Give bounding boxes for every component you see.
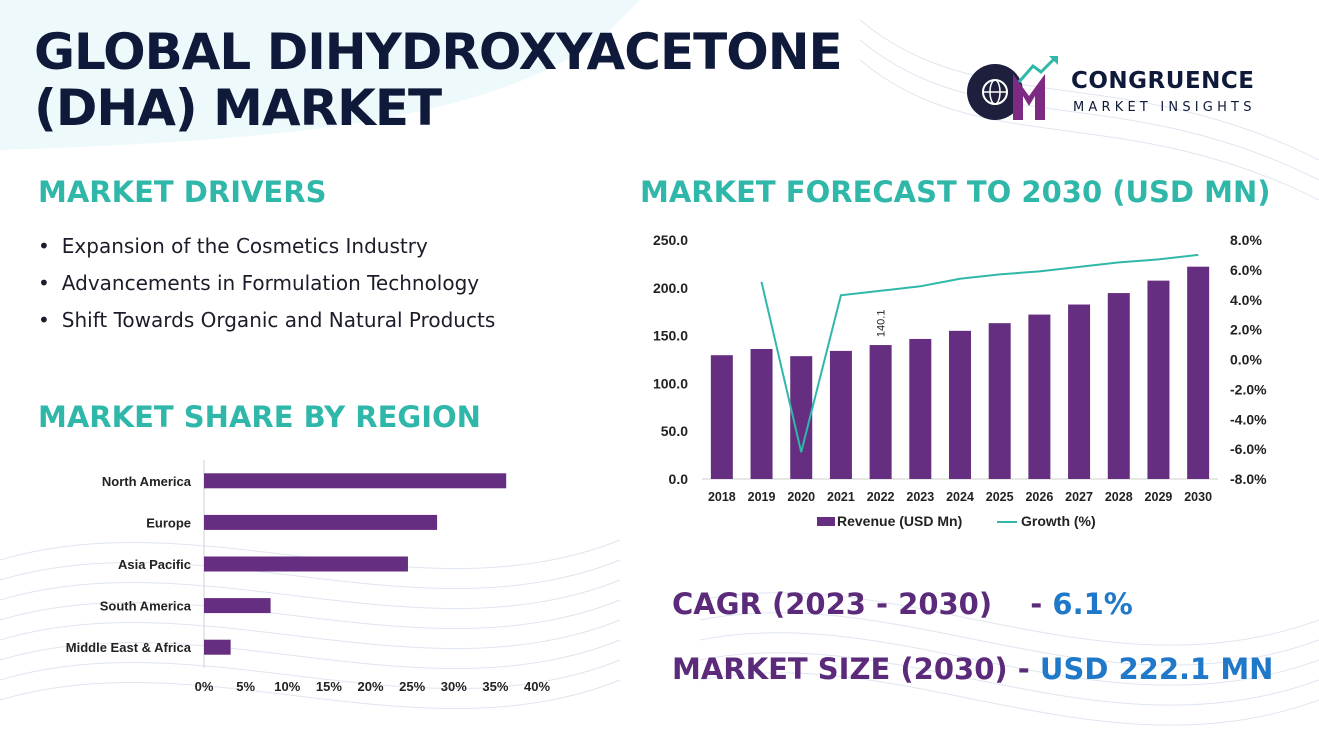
region-x-tick-label: 15% (316, 679, 342, 694)
driver-item: Advancements in Formulation Technology (38, 269, 495, 306)
year-tick-label: 2019 (748, 490, 776, 504)
revenue-bar (1187, 266, 1210, 479)
year-tick-label: 2025 (986, 490, 1014, 504)
company-logo: CONGRUENCE MARKET INSIGHTS (963, 52, 1293, 124)
right-y-tick-label: 6.0% (1230, 262, 1262, 278)
revenue-bar (909, 338, 932, 479)
market-size-label: MARKET SIZE (2030) (672, 652, 1008, 686)
year-tick-label: 2027 (1065, 490, 1093, 504)
revenue-bar (988, 323, 1011, 479)
page-title-line2: (DHA) MARKET (34, 79, 442, 137)
region-x-tick-label: 40% (524, 679, 550, 694)
region-category-label: Europe (146, 515, 191, 530)
region-bar (204, 639, 231, 655)
region-bar (204, 514, 438, 530)
revenue-bar (949, 330, 971, 479)
growth-line (760, 253, 1199, 453)
logo-name: CONGRUENCE (1071, 68, 1255, 94)
drivers-heading: MARKET DRIVERS (38, 175, 327, 209)
right-y-tick-label: 4.0% (1230, 292, 1262, 308)
region-bar (204, 556, 408, 572)
market-size-separator: - (1017, 652, 1030, 686)
right-y-tick-label: 0.0% (1230, 352, 1262, 368)
legend-revenue-label: Revenue (USD Mn) (837, 513, 962, 529)
year-tick-label: 2018 (708, 490, 736, 504)
forecast-heading: MARKET FORECAST TO 2030 (USD MN) (640, 175, 1271, 209)
revenue-bar (750, 348, 773, 479)
driver-item: Shift Towards Organic and Natural Produc… (38, 306, 495, 343)
right-y-tick-label: -4.0% (1230, 411, 1267, 427)
page-title-line1: GLOBAL DIHYDROXYACETONE (34, 23, 843, 81)
right-y-tick-label: -6.0% (1230, 441, 1267, 457)
region-x-tick-label: 25% (399, 679, 425, 694)
market-size-stat: MARKET SIZE (2030) - USD 222.1 MN (672, 652, 1273, 686)
year-tick-label: 2024 (946, 490, 974, 504)
region-heading: MARKET SHARE BY REGION (38, 400, 481, 434)
market-size-value: USD 222.1 MN (1039, 652, 1274, 686)
left-y-tick-label: 0.0 (669, 471, 689, 487)
right-y-tick-label: 2.0% (1230, 322, 1262, 338)
region-x-tick-label: 30% (441, 679, 467, 694)
cagr-value: 6.1% (1052, 587, 1133, 621)
revenue-bar (1147, 280, 1170, 479)
year-tick-label: 2026 (1025, 490, 1053, 504)
revenue-bar (790, 356, 813, 479)
region-x-tick-label: 35% (482, 679, 508, 694)
revenue-data-label: 140.1 (876, 310, 888, 338)
driver-item: Expansion of the Cosmetics Industry (38, 232, 495, 269)
region-category-label: Middle East & Africa (66, 640, 192, 655)
cmi-globe-logo-icon (967, 56, 1058, 120)
region-x-tick-label: 20% (357, 679, 383, 694)
region-category-label: South America (100, 599, 192, 614)
region-bar (204, 473, 507, 489)
year-tick-label: 2030 (1184, 490, 1212, 504)
revenue-bar (1107, 293, 1130, 479)
left-y-tick-label: 150.0 (653, 328, 688, 344)
legend-revenue-swatch (817, 517, 835, 526)
left-y-tick-label: 200.0 (653, 280, 688, 296)
revenue-bar (1068, 304, 1091, 479)
right-y-tick-label: -2.0% (1230, 381, 1267, 397)
region-x-tick-label: 0% (195, 679, 214, 694)
revenue-bar (710, 355, 733, 479)
left-y-tick-label: 100.0 (653, 375, 688, 391)
cagr-label: CAGR (2023 - 2030) (672, 587, 993, 621)
left-y-tick-label: 250.0 (653, 232, 688, 248)
year-tick-label: 2020 (787, 490, 815, 504)
logo-subtitle: MARKET INSIGHTS (1073, 100, 1256, 115)
forecast-chart: 140.1 0.0 50.0 100.0 150.0 200.0 250.0 -8.0% -6.… (653, 232, 1267, 529)
left-y-tick-label: 50.0 (661, 423, 688, 439)
year-tick-label: 2021 (827, 490, 855, 504)
drivers-list: Expansion of the Cosmetics Industry Adva… (38, 232, 495, 343)
year-tick-label: 2028 (1105, 490, 1133, 504)
right-y-tick-label: 8.0% (1230, 232, 1262, 248)
revenue-bar (1028, 314, 1051, 479)
revenue-bar (869, 345, 892, 479)
region-x-tick-label: 5% (236, 679, 255, 694)
year-tick-label: 2029 (1145, 490, 1173, 504)
right-y-tick-label: -8.0% (1230, 471, 1267, 487)
region-category-label: Asia Pacific (118, 557, 191, 572)
revenue-bar (829, 350, 852, 479)
page-title: GLOBAL DIHYDROXYACETONE (DHA) MARKET (34, 23, 843, 137)
year-tick-label: 2023 (906, 490, 934, 504)
cagr-stat: CAGR (2023 - 2030) - 6.1% (672, 587, 1133, 621)
cagr-separator: - (1030, 587, 1043, 621)
year-tick-label: 2022 (867, 490, 895, 504)
region-share-chart: North America Europe Asia Pacific South Ame… (66, 460, 550, 694)
region-x-tick-label: 10% (274, 679, 300, 694)
legend-growth-label: Growth (%) (1021, 513, 1096, 529)
region-bar (204, 598, 271, 614)
region-category-label: North America (102, 474, 192, 489)
